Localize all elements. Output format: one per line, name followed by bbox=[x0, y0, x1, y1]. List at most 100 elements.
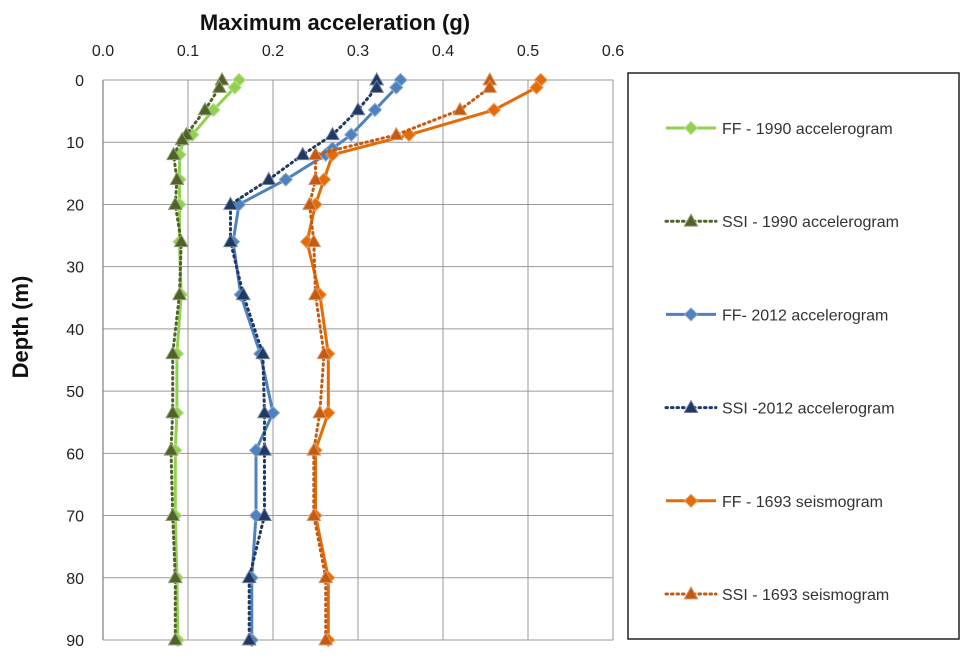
x-tick-label: 0.1 bbox=[177, 43, 199, 60]
y-tick-label: 80 bbox=[66, 571, 84, 588]
data-point bbox=[173, 233, 189, 248]
y-tick-label: 40 bbox=[66, 322, 84, 339]
data-point bbox=[222, 233, 239, 248]
legend-label: FF - 1693 seismogram bbox=[722, 494, 883, 511]
legend-item: FF - 1693 seismogram bbox=[666, 493, 883, 511]
data-point bbox=[165, 507, 181, 521]
data-point bbox=[529, 80, 544, 95]
data-point bbox=[165, 404, 181, 419]
data-point bbox=[171, 286, 188, 301]
legend-marker-swatch bbox=[683, 213, 699, 227]
data-point bbox=[307, 286, 324, 301]
x-axis-title: Maximum acceleration (g) bbox=[200, 10, 470, 35]
series-line bbox=[308, 78, 492, 642]
data-point bbox=[312, 404, 328, 419]
x-tick-label: 0.2 bbox=[262, 43, 284, 60]
data-point bbox=[241, 569, 257, 584]
data-point bbox=[367, 102, 383, 118]
y-tick-label: 70 bbox=[66, 509, 84, 526]
x-tick-label: 0.6 bbox=[602, 43, 624, 60]
x-tick-label: 0.3 bbox=[347, 43, 369, 60]
data-point bbox=[295, 146, 311, 161]
data-point bbox=[167, 631, 183, 646]
legend-label: FF- 2012 accelerogram bbox=[722, 307, 888, 324]
series-2 bbox=[163, 71, 230, 646]
data-point bbox=[307, 171, 324, 185]
axis-layer: Maximum acceleration (g) Depth (m) 0.0 0.… bbox=[8, 10, 624, 650]
data-point bbox=[165, 345, 181, 360]
data-point bbox=[256, 404, 273, 419]
legend-item: SSI - 1693 seismogram bbox=[664, 585, 889, 604]
legend-label: FF - 1990 accelerogram bbox=[722, 121, 893, 138]
data-point bbox=[482, 79, 498, 93]
data-point bbox=[350, 101, 366, 116]
data-point bbox=[452, 101, 468, 116]
legend-marker-swatch bbox=[683, 120, 699, 136]
legend-marker-swatch bbox=[683, 493, 699, 509]
legend: FF - 1990 accelerogram SSI - 1990 acceler… bbox=[664, 120, 899, 604]
data-point bbox=[256, 507, 273, 521]
series-line bbox=[169, 78, 224, 642]
data-point bbox=[214, 71, 230, 86]
y-tick-label: 60 bbox=[66, 446, 84, 463]
y-axis-title: Depth (m) bbox=[8, 276, 33, 379]
data-point bbox=[343, 127, 359, 142]
series-layer bbox=[163, 71, 548, 648]
data-point bbox=[211, 79, 227, 93]
x-tick-label: 0.5 bbox=[517, 43, 539, 60]
data-point bbox=[174, 131, 190, 146]
data-point bbox=[222, 196, 239, 210]
legend-marker-swatch bbox=[683, 307, 699, 322]
y-tick-label: 30 bbox=[66, 260, 84, 277]
data-point bbox=[318, 631, 334, 646]
x-tick-label: 0.4 bbox=[432, 43, 454, 60]
data-point bbox=[324, 126, 341, 141]
legend-marker-swatch bbox=[683, 585, 699, 600]
legend-item: SSI -2012 accelerogram bbox=[664, 399, 895, 418]
series-line bbox=[305, 79, 543, 640]
y-tick-label: 90 bbox=[66, 633, 84, 650]
legend-marker-swatch bbox=[683, 399, 699, 413]
data-point bbox=[306, 442, 322, 456]
data-point bbox=[486, 102, 502, 118]
y-tick-label: 10 bbox=[66, 135, 84, 152]
legend-item: FF - 1990 accelerogram bbox=[666, 120, 893, 138]
data-point bbox=[241, 631, 257, 646]
data-point bbox=[316, 345, 332, 360]
data-point bbox=[255, 345, 271, 360]
data-point bbox=[166, 146, 182, 161]
y-tick-label: 20 bbox=[66, 197, 84, 214]
data-point bbox=[227, 80, 242, 95]
data-point bbox=[306, 507, 322, 521]
data-point bbox=[388, 126, 404, 141]
legend-label: SSI - 1990 accelerogram bbox=[722, 214, 899, 231]
data-point bbox=[369, 79, 385, 93]
legend-box bbox=[627, 72, 960, 640]
legend-label: SSI - 1693 seismogram bbox=[722, 587, 889, 604]
y-tick-label: 0 bbox=[75, 73, 84, 90]
data-point bbox=[167, 569, 183, 584]
series-line bbox=[231, 79, 402, 640]
y-tick-label: 50 bbox=[66, 384, 84, 401]
data-point bbox=[261, 171, 277, 185]
data-point bbox=[163, 442, 179, 456]
data-point bbox=[318, 569, 334, 584]
data-point bbox=[169, 171, 185, 185]
data-point bbox=[256, 442, 273, 456]
legend-label: SSI -2012 accelerogram bbox=[722, 401, 895, 418]
series-4 bbox=[222, 71, 385, 646]
data-point bbox=[302, 196, 318, 210]
x-tick-label: 0.0 bbox=[92, 43, 114, 60]
grid-layer bbox=[102, 79, 614, 641]
legend-item: SSI - 1990 accelerogram bbox=[664, 213, 899, 231]
data-point bbox=[306, 233, 322, 248]
series-5 bbox=[299, 72, 548, 648]
series-6 bbox=[302, 71, 498, 646]
data-point bbox=[197, 101, 213, 116]
data-point bbox=[278, 172, 293, 187]
legend-item: FF- 2012 accelerogram bbox=[666, 307, 888, 324]
data-point bbox=[389, 80, 404, 95]
data-point bbox=[167, 196, 183, 210]
